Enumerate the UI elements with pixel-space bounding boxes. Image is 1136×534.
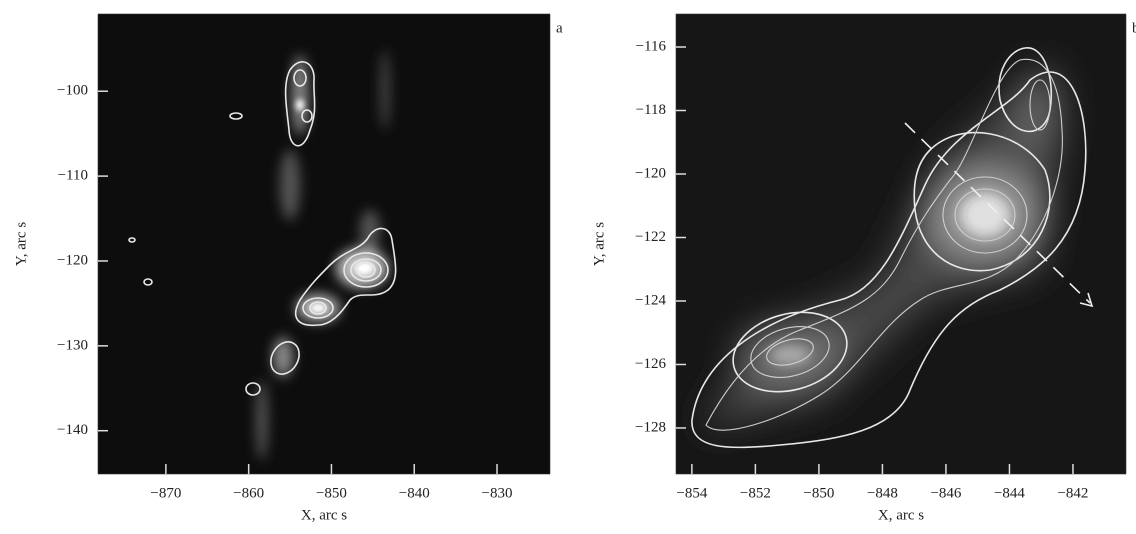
x-tick-label: −842 [1057,485,1088,501]
image-b [676,14,1126,474]
y-tick-label: −130 [57,337,88,353]
x-tick-label: −860 [233,485,264,501]
plot-frame [97,13,551,475]
y-tick-label: −122 [635,229,666,245]
y-tick-label: −120 [635,165,666,181]
x-tick-label: −830 [482,485,513,501]
y-tick-label: −118 [636,102,666,118]
x-tick-label: −844 [994,485,1025,501]
x-axis-label: X, arc s [878,507,924,523]
x-tick-label: −850 [316,485,347,501]
x-tick-label: −850 [803,485,834,501]
y-tick-label: −124 [635,292,666,308]
x-tick-label: −852 [740,485,771,501]
y-tick-label: −116 [636,38,667,54]
y-tick-label: −110 [58,168,88,184]
y-axis-label: Y, arc s [591,222,607,266]
x-tick-label: −848 [867,485,898,501]
x-tick-label: −854 [676,485,707,501]
panel-label: b [1132,20,1136,36]
x-tick-label: −870 [150,485,181,501]
x-tick-label: −840 [399,485,430,501]
y-tick-label: −140 [57,422,88,438]
image-a [98,14,550,474]
y-tick-label: −100 [57,83,88,99]
x-tick-label: −846 [930,485,961,501]
y-tick-label: −120 [57,252,88,268]
x-axis-label: X, arc s [301,507,347,523]
panel-label: a [556,20,563,36]
y-tick-label: −128 [635,419,666,435]
plot-frame [675,13,1127,475]
y-tick-label: −126 [635,356,666,372]
y-axis-label: Y, arc s [13,222,29,266]
